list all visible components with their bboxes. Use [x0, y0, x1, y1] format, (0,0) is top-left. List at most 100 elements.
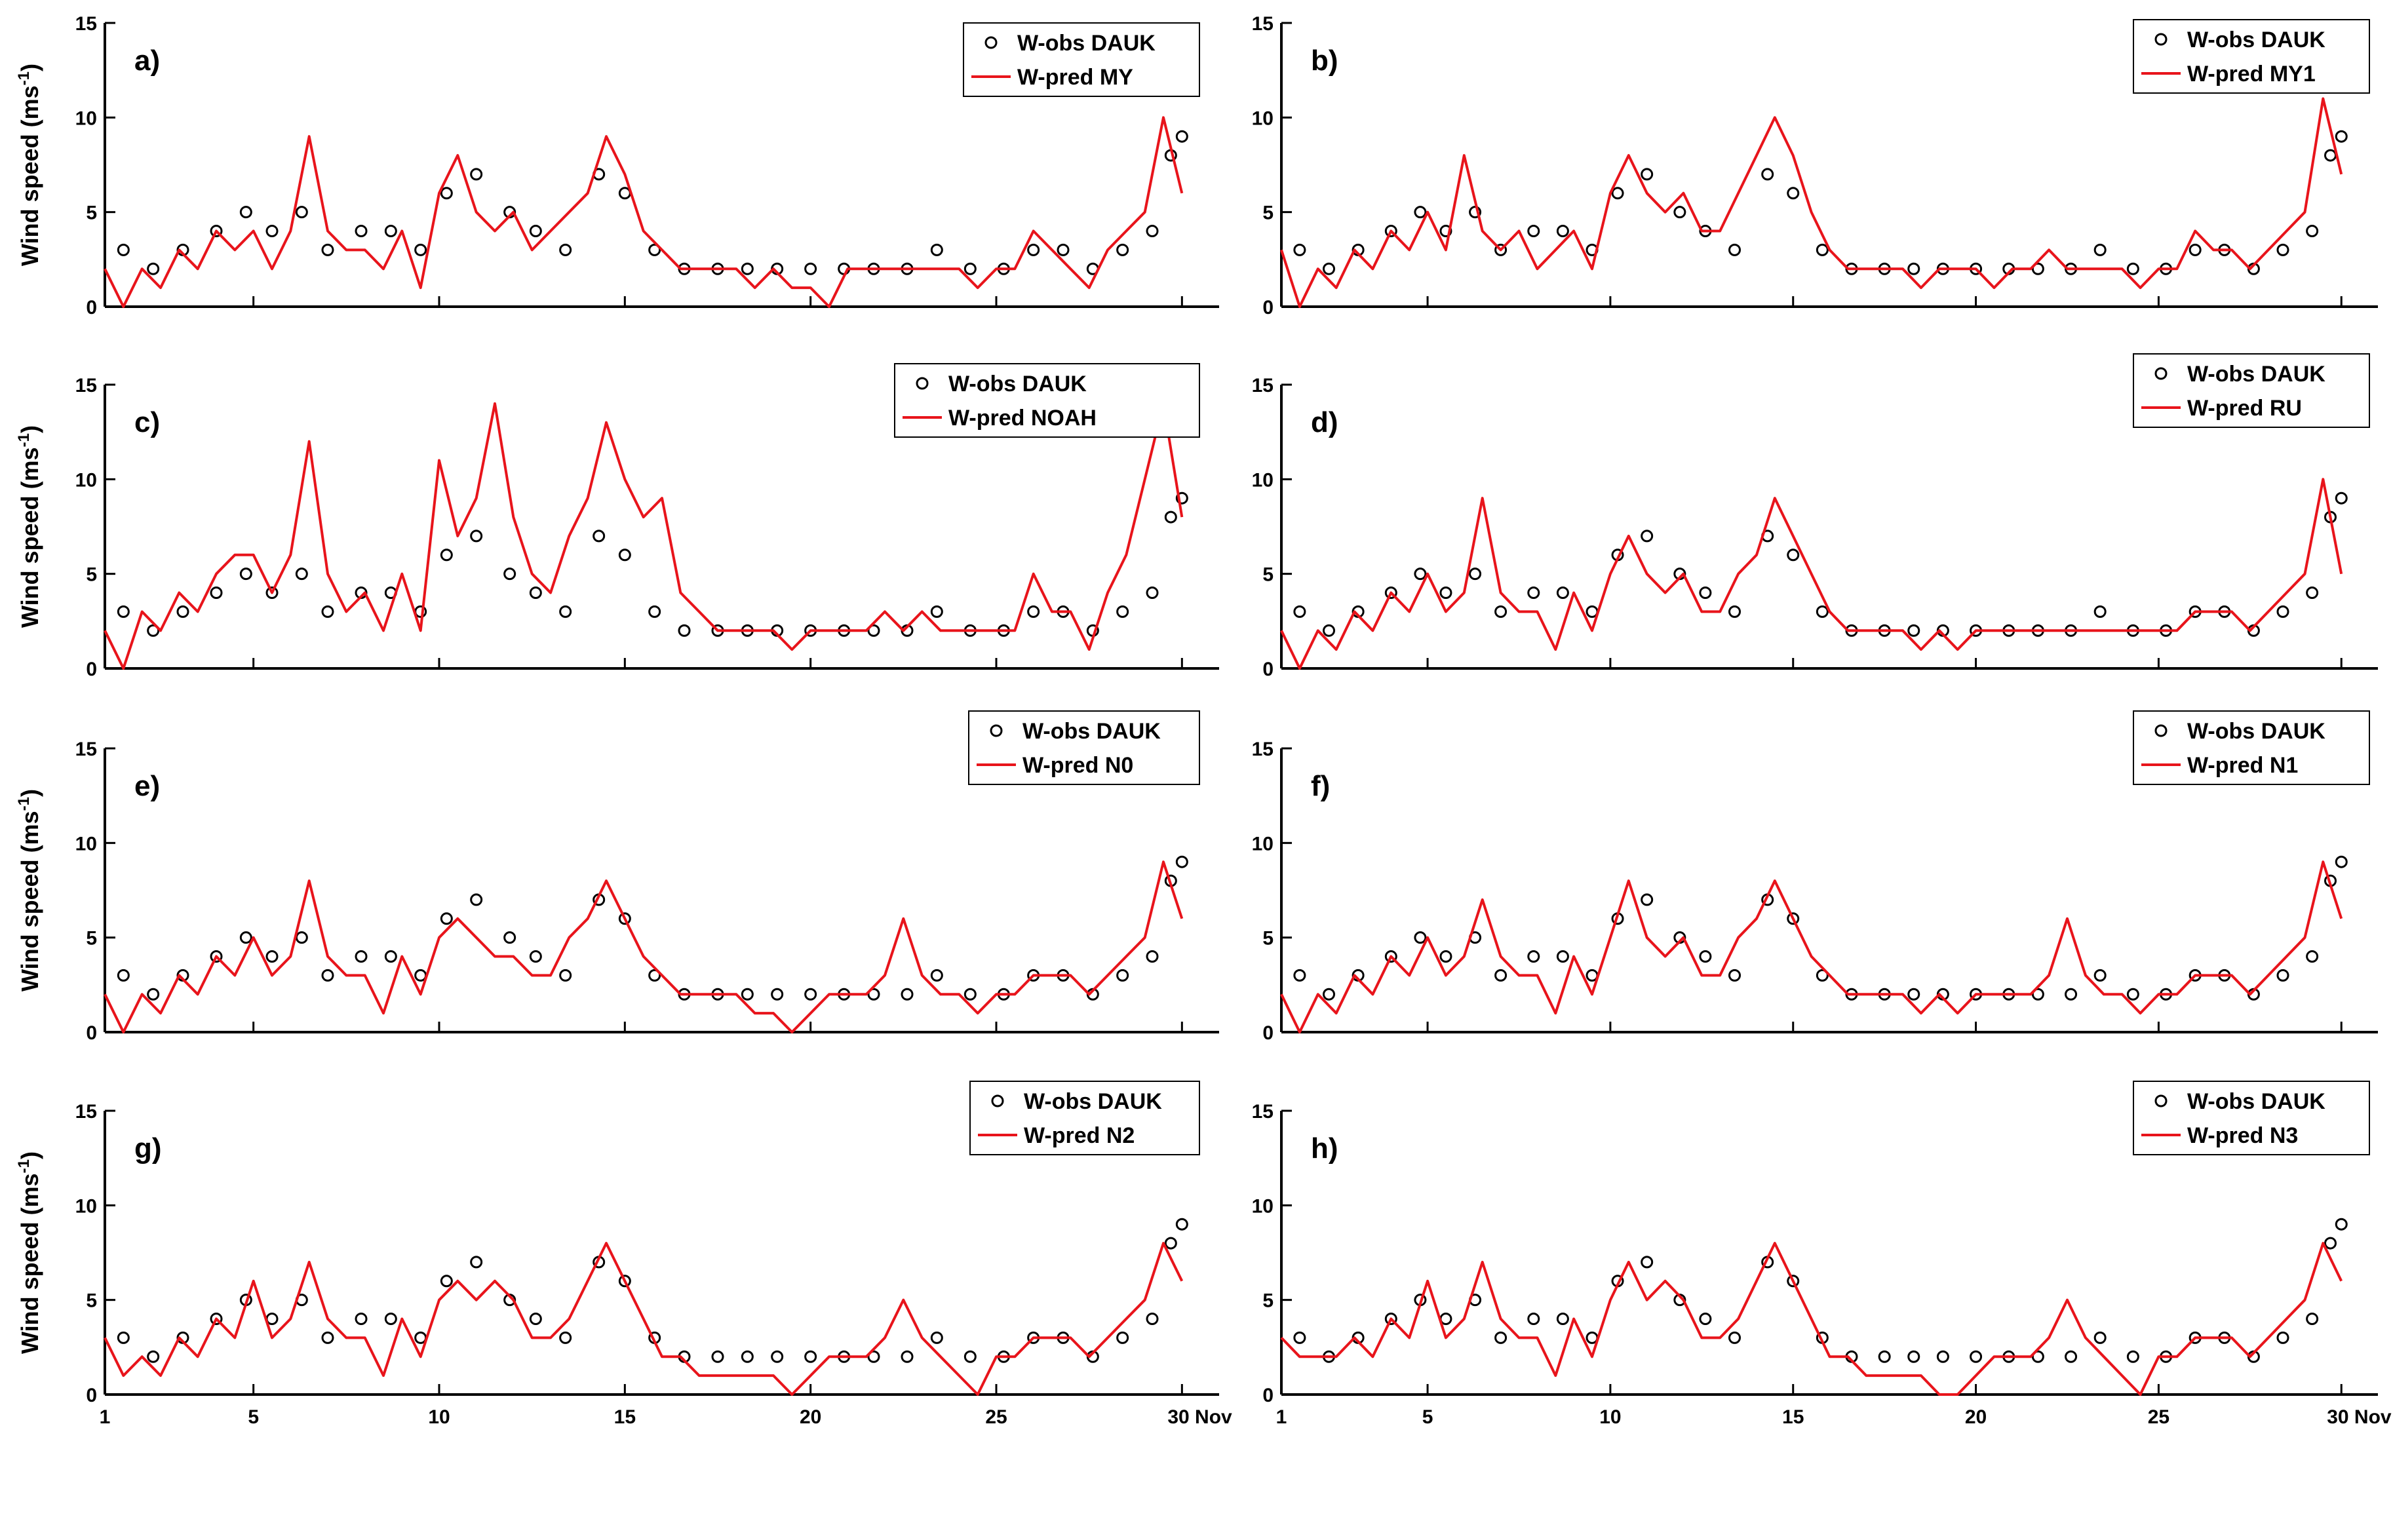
- legend: W-obs DAUK W-pred N2: [969, 1081, 1200, 1155]
- y-tick-label: 0: [1262, 1022, 1274, 1044]
- obs-point: [1116, 1331, 1129, 1344]
- obs-point: [867, 1350, 880, 1363]
- panel-label: f): [1311, 770, 1330, 802]
- legend-box: [2133, 1081, 2370, 1155]
- legend: W-obs DAUK W-pred MY1: [2133, 19, 2370, 94]
- y-tick-label: 15: [75, 739, 97, 760]
- obs-point: [930, 969, 943, 982]
- legend-obs-label: W-obs DAUK: [1022, 719, 1161, 744]
- obs-point: [1116, 243, 1129, 256]
- legend-obs-marker: [2154, 33, 2168, 46]
- obs-point: [1494, 605, 1508, 618]
- obs-point: [117, 969, 130, 982]
- obs-point: [210, 587, 223, 600]
- obs-point: [176, 605, 189, 618]
- obs-point: [239, 206, 252, 219]
- obs-point: [117, 1331, 130, 1344]
- obs-point: [930, 1331, 943, 1344]
- obs-point: [1322, 262, 1335, 275]
- y-tick-label: 10: [1252, 107, 1274, 129]
- obs-point: [295, 568, 308, 581]
- obs-point: [1556, 225, 1569, 238]
- obs-point: [804, 988, 817, 1001]
- obs-point: [1439, 950, 1452, 963]
- x-tick-label: 25: [985, 1406, 1007, 1428]
- obs-point: [678, 624, 691, 637]
- y-tick-label: 0: [86, 297, 97, 318]
- obs-point: [1439, 225, 1452, 238]
- y-tick-label: 5: [86, 202, 97, 224]
- y-tick-label: 10: [1252, 469, 1274, 491]
- obs-point: [648, 243, 661, 256]
- obs-point: [1641, 1256, 1654, 1269]
- obs-point: [384, 225, 397, 238]
- panel-label: b): [1311, 45, 1338, 77]
- obs-point: [618, 549, 631, 562]
- obs-point: [1146, 950, 1159, 963]
- obs-point: [470, 168, 483, 181]
- obs-point: [2306, 950, 2319, 963]
- pred-line: [104, 1242, 1184, 1396]
- legend: W-obs DAUK W-pred N0: [968, 710, 1200, 785]
- obs-point: [147, 624, 160, 637]
- y-tick-label: 10: [75, 1195, 97, 1217]
- obs-point: [1699, 1313, 1712, 1326]
- obs-point: [963, 1350, 977, 1363]
- legend-box: [968, 710, 1200, 785]
- x-tick-label: 10: [428, 1406, 450, 1428]
- obs-point: [1907, 262, 1920, 275]
- obs-point: [2093, 1331, 2107, 1344]
- obs-point: [2335, 1218, 2348, 1231]
- obs-point: [2093, 605, 2107, 618]
- y-tick-label: 0: [1262, 1385, 1274, 1406]
- y-tick-label: 5: [1262, 564, 1274, 586]
- obs-point: [1878, 1350, 1891, 1363]
- obs-point: [2306, 587, 2319, 600]
- y-tick-label: 15: [1252, 1101, 1274, 1123]
- obs-point: [1728, 605, 1741, 618]
- obs-point: [1816, 969, 1829, 982]
- y-axis-title: Wind speed (ms-1): [15, 789, 43, 991]
- legend: W-obs DAUK W-pred N1: [2133, 710, 2370, 785]
- obs-point: [210, 1313, 223, 1326]
- y-axis-title-end: ): [16, 789, 43, 797]
- obs-point: [1414, 206, 1427, 219]
- obs-point: [1116, 969, 1129, 982]
- obs-point: [529, 1313, 542, 1326]
- obs-point: [930, 243, 943, 256]
- obs-point: [470, 529, 483, 543]
- obs-point: [930, 605, 943, 618]
- obs-point: [355, 950, 368, 963]
- obs-point: [2306, 225, 2319, 238]
- obs-point: [1293, 243, 1306, 256]
- x-tick-label: 5: [1422, 1406, 1433, 1428]
- legend-pred-label: W-pred NOAH: [948, 406, 1097, 431]
- x-tick-label: 15: [614, 1406, 636, 1428]
- y-tick-label: 5: [86, 564, 97, 586]
- obs-point: [355, 225, 368, 238]
- obs-point: [2189, 243, 2202, 256]
- obs-point: [559, 243, 572, 256]
- obs-point: [2276, 243, 2289, 256]
- y-axis-title-end: ): [16, 64, 43, 71]
- obs-point: [1907, 988, 1920, 1001]
- obs-point: [147, 262, 160, 275]
- obs-point: [239, 568, 252, 581]
- obs-point: [1556, 950, 1569, 963]
- y-axis-title-sup: -1: [15, 433, 33, 447]
- panel-label: g): [134, 1132, 162, 1165]
- obs-point: [2335, 491, 2348, 505]
- obs-point: [771, 1350, 784, 1363]
- legend-pred-label: W-pred N3: [2187, 1123, 2298, 1148]
- pred-line: [1280, 1242, 2343, 1396]
- obs-point: [1164, 1237, 1177, 1250]
- legend-obs-marker: [2154, 724, 2168, 737]
- obs-point: [867, 988, 880, 1001]
- obs-point: [440, 187, 453, 200]
- obs-point: [147, 1350, 160, 1363]
- obs-point: [2065, 988, 2078, 1001]
- obs-point: [771, 988, 784, 1001]
- y-axis-title-sup: -1: [15, 1159, 33, 1173]
